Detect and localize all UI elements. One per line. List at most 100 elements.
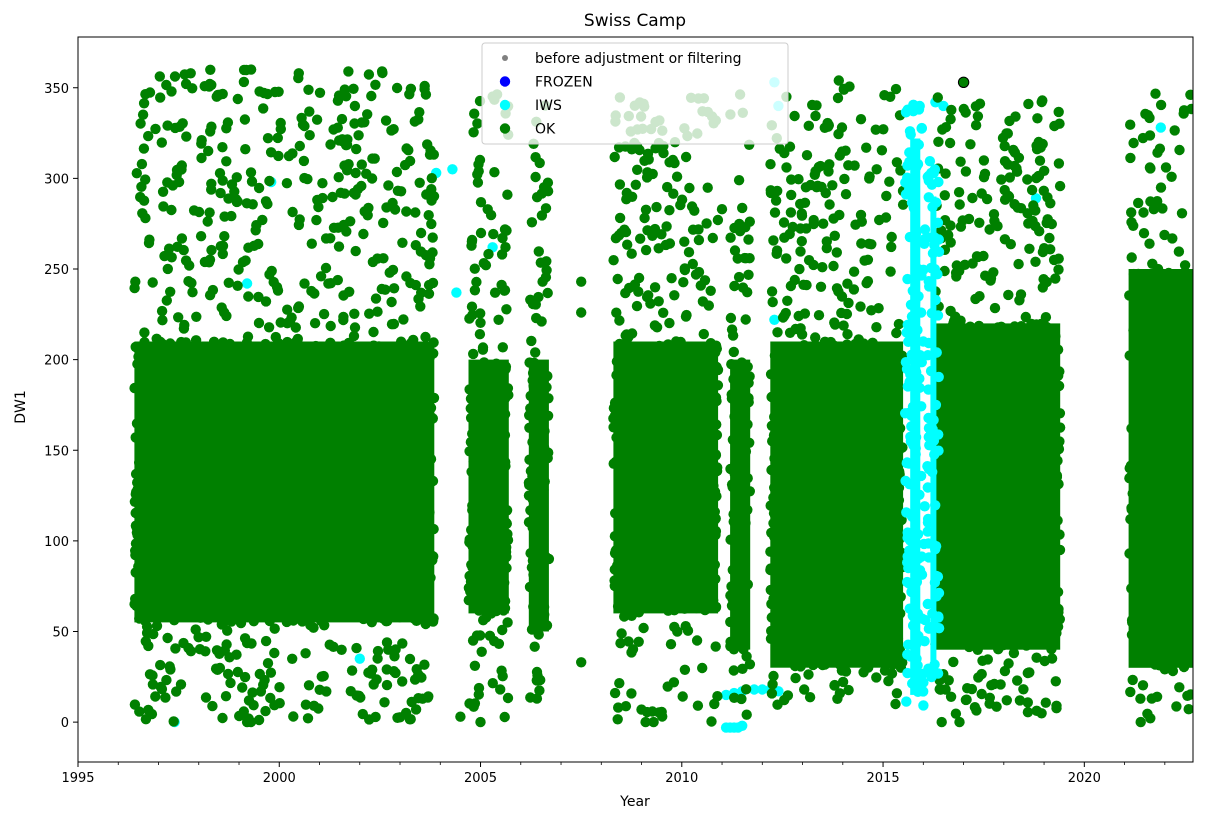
data-point xyxy=(785,207,797,218)
data-point xyxy=(658,147,669,159)
data-point xyxy=(391,82,403,94)
data-point xyxy=(466,301,478,312)
data-point xyxy=(1022,707,1034,718)
data-point xyxy=(641,172,653,183)
series-ok-band-1 xyxy=(463,89,514,723)
data-point xyxy=(856,238,867,249)
data-point xyxy=(367,256,379,268)
data-point xyxy=(729,222,740,234)
data-point xyxy=(614,315,625,326)
data-point xyxy=(485,209,497,221)
data-point xyxy=(1053,106,1064,118)
data-point xyxy=(203,257,215,268)
data-point xyxy=(242,331,254,342)
data-point xyxy=(246,176,258,187)
data-point xyxy=(1001,695,1012,706)
data-point xyxy=(612,714,623,725)
data-point xyxy=(789,110,800,122)
data-point xyxy=(478,615,489,626)
data-point xyxy=(697,662,708,674)
data-point xyxy=(246,638,257,649)
data-point xyxy=(967,192,978,204)
data-point xyxy=(680,311,692,322)
data-point xyxy=(136,158,148,170)
data-point xyxy=(401,206,412,217)
data-point xyxy=(1013,152,1025,163)
data-point xyxy=(1133,197,1144,209)
data-point xyxy=(829,230,840,241)
data-point xyxy=(727,330,739,341)
data-point xyxy=(803,120,814,131)
data-point xyxy=(293,302,304,313)
data-point xyxy=(219,211,230,222)
data-point xyxy=(631,300,643,312)
data-point xyxy=(254,86,265,97)
data-point xyxy=(815,281,827,292)
data-point xyxy=(155,659,166,671)
data-point xyxy=(143,704,154,716)
data-point xyxy=(1034,155,1046,166)
data-point xyxy=(484,630,496,641)
data-point xyxy=(653,707,665,718)
data-point xyxy=(497,671,508,682)
data-point xyxy=(247,687,258,698)
series-ok-band-3 xyxy=(608,92,724,727)
data-point xyxy=(951,271,962,282)
data-point xyxy=(138,98,150,109)
data-point xyxy=(298,155,310,167)
data-point xyxy=(170,643,181,654)
data-point xyxy=(217,240,229,252)
data-point xyxy=(620,287,631,299)
data-point xyxy=(193,632,204,643)
data-point xyxy=(253,182,265,194)
data-point xyxy=(662,181,673,193)
data-point xyxy=(850,219,861,230)
data-point xyxy=(948,656,959,668)
data-point xyxy=(827,180,838,191)
data-point xyxy=(886,231,897,243)
data-point xyxy=(303,680,315,691)
data-point xyxy=(311,214,322,226)
data-point xyxy=(366,90,377,102)
data-point xyxy=(813,310,825,321)
data-point xyxy=(321,686,332,697)
data-point xyxy=(658,307,669,318)
data-point xyxy=(978,172,990,183)
data-point xyxy=(771,245,783,256)
data-point xyxy=(680,621,691,632)
data-point xyxy=(147,679,159,690)
data-point xyxy=(468,348,479,360)
data-point xyxy=(164,661,175,672)
data-point xyxy=(664,317,675,329)
data-point xyxy=(695,280,706,291)
data-point xyxy=(333,222,344,233)
data-point xyxy=(855,209,867,221)
data-point xyxy=(823,120,834,131)
data-point xyxy=(377,67,388,79)
data-point xyxy=(651,322,663,333)
data-point xyxy=(269,647,280,659)
series-ok-band-6 xyxy=(930,92,1066,728)
data-point xyxy=(313,201,324,213)
data-point xyxy=(222,117,234,128)
data-point xyxy=(381,202,392,213)
data-point xyxy=(196,152,207,164)
data-point xyxy=(679,664,691,675)
data-point xyxy=(497,232,508,244)
data-point xyxy=(258,103,269,114)
data-point xyxy=(817,262,828,273)
data-point xyxy=(768,235,779,246)
data-point xyxy=(263,322,275,333)
data-point xyxy=(873,303,884,314)
data-point xyxy=(336,113,348,125)
data-point xyxy=(217,712,228,724)
data-point xyxy=(147,277,158,288)
data-point xyxy=(638,622,649,634)
data-point xyxy=(169,71,181,82)
data-point xyxy=(206,121,217,132)
data-point xyxy=(831,247,842,258)
data-point xyxy=(155,681,166,693)
data-point xyxy=(679,236,690,247)
data-point xyxy=(664,205,675,216)
data-point xyxy=(770,195,782,206)
